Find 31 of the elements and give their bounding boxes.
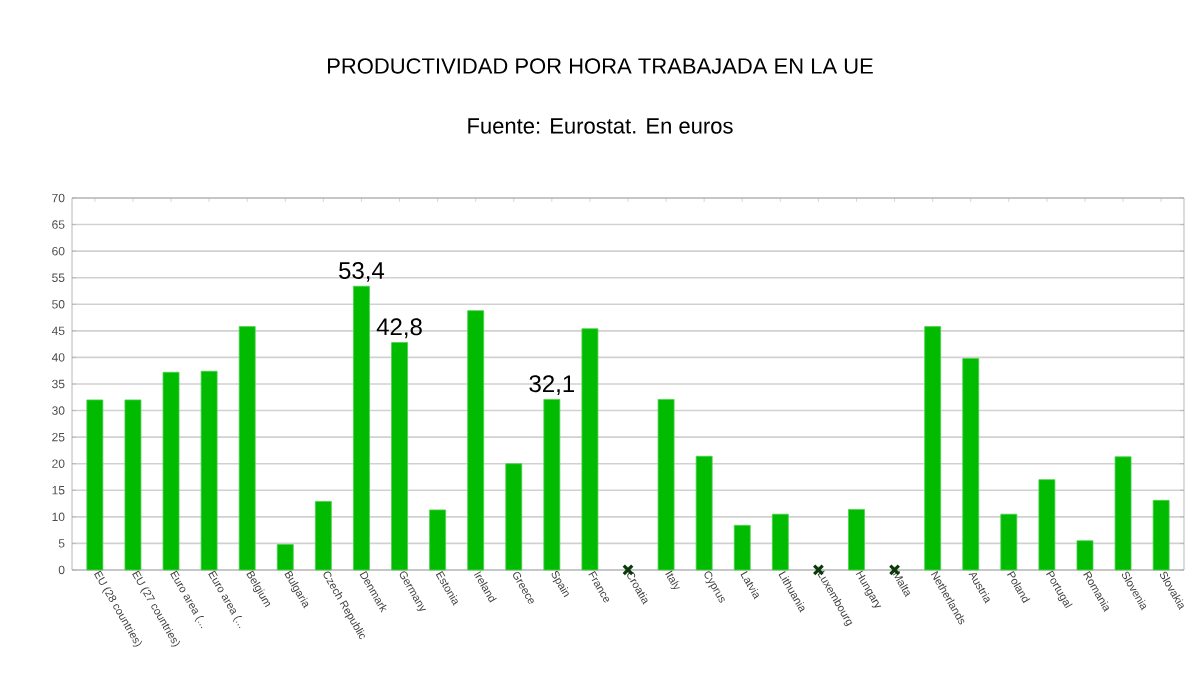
bar [314,501,332,571]
bar [1114,456,1132,571]
bar [505,463,523,571]
bar [657,399,675,571]
bar [162,371,180,571]
bar [848,509,865,571]
bar [276,544,294,571]
bar [467,310,485,571]
bar [924,326,942,571]
bar [86,399,104,571]
chart-title: PRODUCTIVIDAD POR HORA TRABAJADA EN LA UE [328,58,873,74]
bar [353,285,370,571]
bar [581,328,599,571]
bar [429,509,446,571]
bar [1000,513,1018,571]
data-label: 53,4 [339,261,385,282]
bar [733,524,751,571]
bar [124,399,142,571]
bar [962,358,980,571]
bar [1038,479,1056,571]
bar [695,455,713,571]
bar [391,342,408,571]
bar [238,326,256,571]
bar [1076,540,1094,571]
bar [200,370,218,571]
data-label: 42,8 [376,318,422,339]
data-label: 32,1 [529,375,575,395]
bar [771,513,789,571]
chart-subtitle: Fuente: Eurostat. En euros [468,118,733,134]
bar [543,399,561,571]
bar [1152,499,1170,571]
